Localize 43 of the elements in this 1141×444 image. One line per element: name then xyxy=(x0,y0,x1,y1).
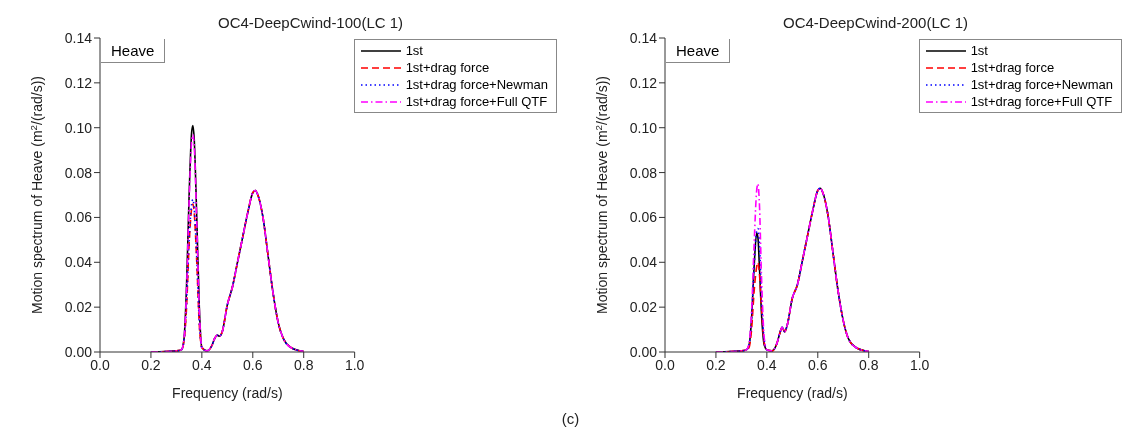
x-tick-label: 0.6 xyxy=(243,356,263,373)
y-tick-label: 0.06 xyxy=(64,209,93,226)
x-axis-title: Frequency (rad/s) xyxy=(172,385,283,401)
legend-label: 1st+drag force+Full QTF xyxy=(970,94,1113,109)
x-axis-title: Frequency (rad/s) xyxy=(737,385,848,401)
x-tick-label: 0.2 xyxy=(141,356,161,373)
legend-label: 1st+drag force xyxy=(405,60,490,75)
x-tick-label: 1.0 xyxy=(344,356,365,373)
y-tick-label: 0.14 xyxy=(64,29,93,46)
annotation: Heave xyxy=(101,39,166,63)
y-tick-label: 0.08 xyxy=(64,164,93,181)
y-tick-label: 0.00 xyxy=(64,343,93,360)
y-tick-label: 0.10 xyxy=(64,119,93,136)
legend-label: 1st xyxy=(405,43,423,58)
legend-label: 1st+drag force xyxy=(970,60,1055,75)
legend-label: 1st xyxy=(970,43,988,58)
x-tick-label: 0.4 xyxy=(192,356,212,373)
legend-label: 1st+drag force+Newman xyxy=(970,77,1113,92)
y-tick-label: 0.10 xyxy=(629,119,658,136)
annotation: Heave xyxy=(666,39,731,63)
y-tick-label: 0.14 xyxy=(629,29,658,46)
x-tick-label: 0.0 xyxy=(90,356,110,373)
chart-title: OC4-DeepCwind-200(LC 1) xyxy=(782,14,970,31)
y-tick-label: 0.04 xyxy=(629,254,658,271)
x-tick-label: 0.0 xyxy=(655,356,675,373)
y-tick-label: 0.02 xyxy=(629,299,658,316)
y-tick-label: 0.06 xyxy=(629,209,658,226)
y-tick-label: 0.04 xyxy=(64,254,93,271)
y-tick-label: 0.00 xyxy=(629,343,658,360)
y-tick-label: 0.12 xyxy=(64,74,93,91)
x-tick-label: 0.8 xyxy=(858,356,879,373)
chart-title: OC4-DeepCwind-100(LC 1) xyxy=(217,14,405,31)
x-tick-label: 0.8 xyxy=(293,356,314,373)
x-tick-label: 0.6 xyxy=(808,356,828,373)
text: (c) xyxy=(560,410,581,427)
legend-label: 1st+drag force+Full QTF xyxy=(405,94,548,109)
y-tick-label: 0.02 xyxy=(64,299,93,316)
y-tick-label: 0.12 xyxy=(629,74,658,91)
x-tick-label: 0.2 xyxy=(706,356,726,373)
x-tick-label: 1.0 xyxy=(909,356,930,373)
y-tick-label: 0.08 xyxy=(629,164,658,181)
x-tick-label: 0.4 xyxy=(757,356,777,373)
legend-label: 1st+drag force+Newman xyxy=(405,77,548,92)
